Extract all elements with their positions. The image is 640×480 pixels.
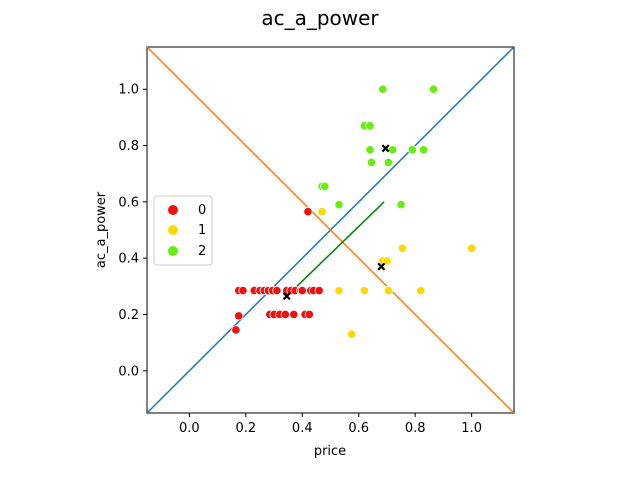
- data-point-series-0-3: [238, 285, 248, 296]
- data-point-series-2-5: [365, 145, 375, 155]
- x-tick-label-0: 0.0: [179, 421, 200, 436]
- data-point-series-1-8: [416, 285, 426, 296]
- data-point-series-1-1: [334, 285, 344, 296]
- data-point-series-0-17: [314, 285, 324, 296]
- data-point-series-0-0: [231, 325, 241, 335]
- legend-marker-1: [168, 225, 178, 235]
- data-point-series-0-9: [272, 285, 282, 296]
- legend-label-0: 0: [198, 203, 206, 218]
- centroid-marker-0: [282, 292, 291, 301]
- legend-label-2: 2: [198, 244, 206, 259]
- centroid-stroke-b-0: [282, 292, 291, 301]
- data-point-series-0-22: [289, 309, 299, 320]
- data-point-series-0-21: [280, 309, 290, 320]
- legend: 0 1 2: [153, 195, 213, 266]
- data-point-series-2-10: [396, 200, 406, 210]
- data-point-series-1-6: [383, 285, 393, 296]
- data-point-series-2-11: [407, 145, 417, 155]
- data-point-series-1-5: [382, 256, 392, 266]
- x-tick-label-2: 0.4: [292, 421, 313, 436]
- centroid-stroke-b-1: [377, 262, 386, 271]
- data-point-series-2-7: [378, 84, 388, 94]
- x-tick-label-5: 1.0: [461, 421, 482, 436]
- data-point-series-1-9: [467, 243, 477, 253]
- legend-label-1: 1: [198, 223, 206, 238]
- x-tick-label-4: 0.8: [405, 421, 426, 436]
- data-point-series-2-13: [428, 84, 439, 94]
- chart-title: ac_a_power: [261, 6, 379, 30]
- data-point-series-2-2: [334, 200, 344, 210]
- data-point-series-2-12: [419, 145, 429, 155]
- data-point-series-1-0: [317, 207, 327, 217]
- y-axis-label: ac_a_power: [94, 191, 109, 268]
- y-tick-label-5: 1.0: [118, 83, 139, 98]
- data-point-series-2-4: [365, 121, 375, 131]
- y-tick-label-0: 0.0: [118, 364, 139, 379]
- x-axis-label: price: [314, 444, 346, 459]
- plot-area: 0.0 0.2 0.4 0.6 0.8 1.0 0.0 0.2 0.4 0.6 0.8 1.0: [118, 46, 515, 436]
- centroid-marker-2: [381, 144, 390, 153]
- legend-marker-0: [168, 205, 178, 215]
- reference-line-1: [147, 47, 514, 413]
- data-point-series-0-25: [303, 207, 313, 217]
- data-point-series-1-2: [347, 329, 357, 339]
- legend-box: [153, 195, 213, 266]
- data-point-series-1-3: [359, 285, 369, 296]
- x-tick-label-3: 0.6: [348, 421, 369, 436]
- centroid-marker-1: [377, 262, 386, 271]
- data-point-series-2-9: [388, 145, 398, 155]
- y-tick-label-1: 0.2: [118, 308, 139, 323]
- legend-marker-2: [168, 246, 178, 256]
- plot-frame: [146, 46, 515, 414]
- y-tick-label-3: 0.6: [118, 195, 139, 210]
- centroid-stroke-b-2: [381, 144, 390, 153]
- data-point-series-2-1: [320, 181, 330, 191]
- data-point-series-0-24: [304, 309, 314, 320]
- data-point-series-0-14: [297, 285, 307, 296]
- data-point-series-2-6: [366, 157, 377, 168]
- reference-line-2: [286, 201, 385, 297]
- data-point-series-1-7: [397, 243, 408, 253]
- x-tick-label-1: 0.2: [235, 421, 256, 436]
- data-point-series-2-8: [383, 157, 393, 168]
- data-point-series-0-1: [234, 311, 244, 321]
- y-tick-label-4: 0.8: [118, 139, 139, 154]
- plot-content: [147, 47, 514, 413]
- y-tick-label-2: 0.4: [118, 252, 139, 267]
